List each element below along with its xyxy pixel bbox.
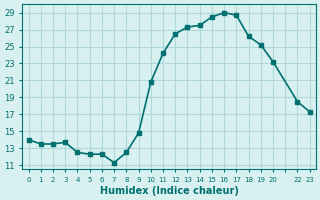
X-axis label: Humidex (Indice chaleur): Humidex (Indice chaleur) — [100, 186, 239, 196]
